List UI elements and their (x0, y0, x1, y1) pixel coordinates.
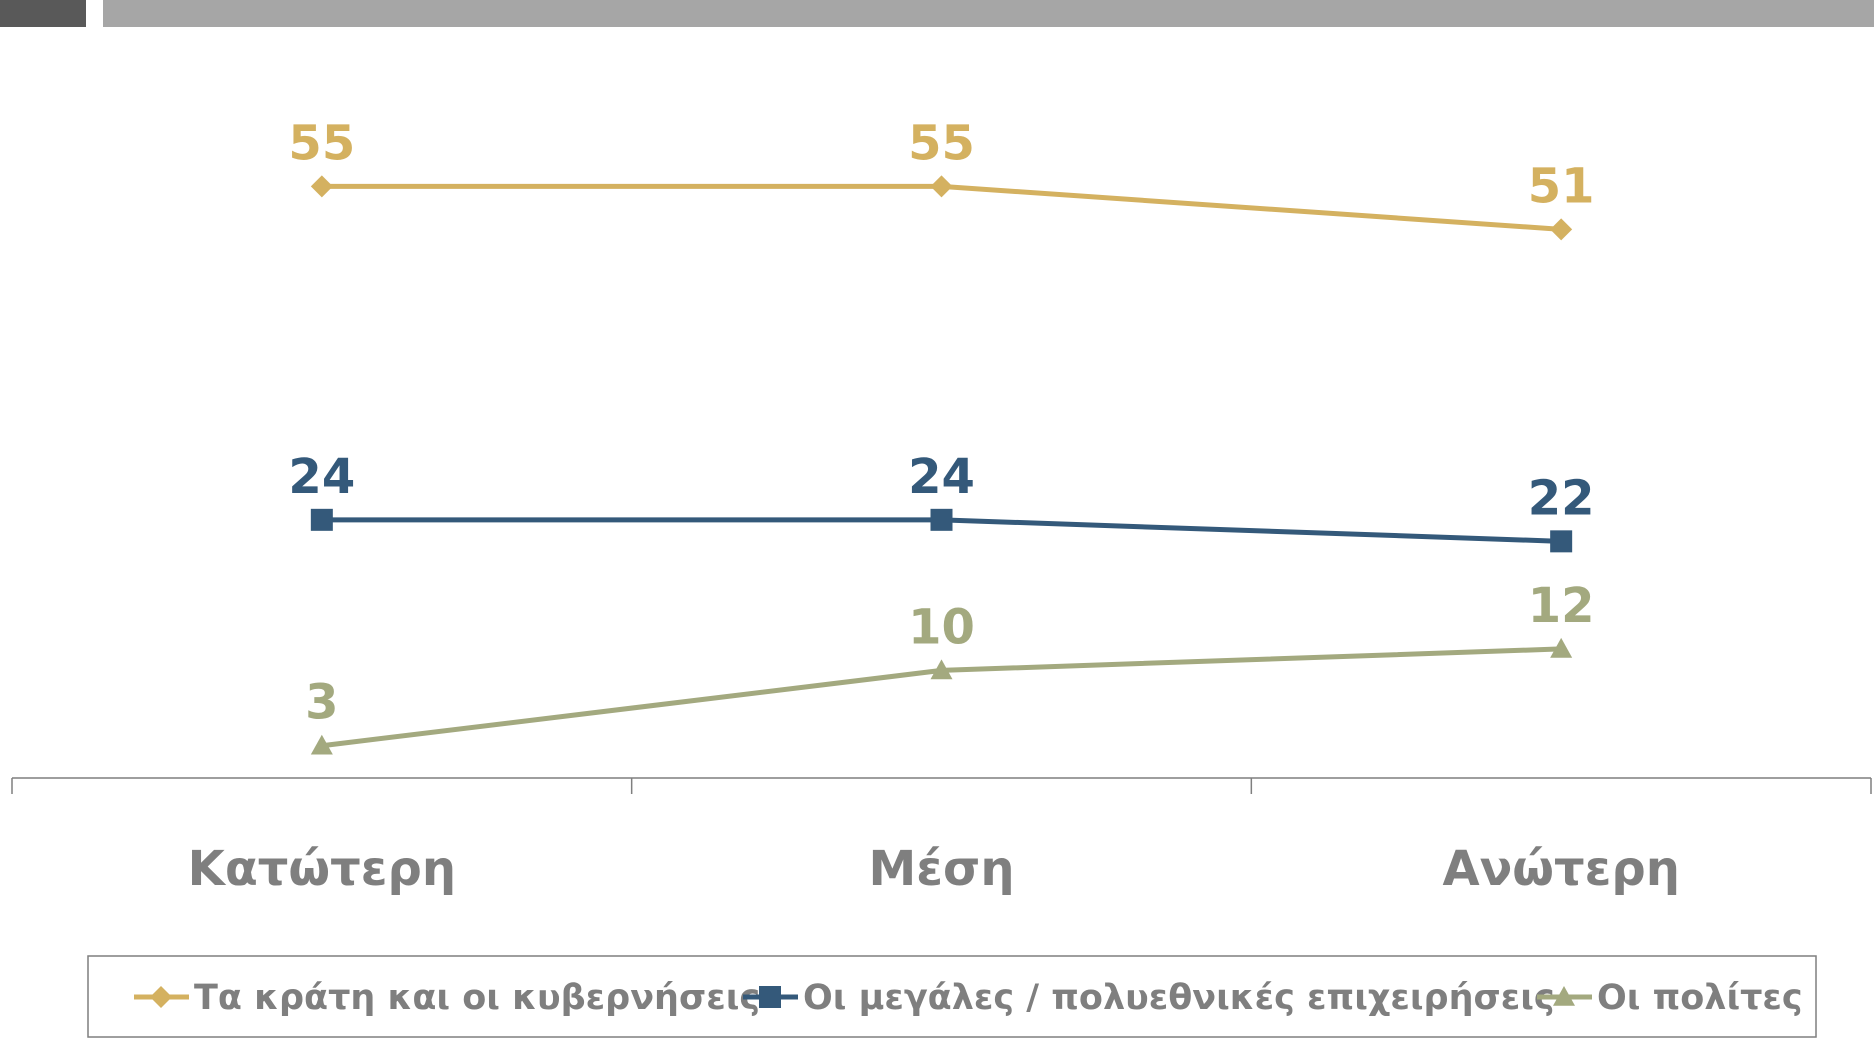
data-label: 55 (288, 115, 355, 171)
x-tick-label: Κατώτερη (188, 841, 456, 897)
legend-marker (150, 986, 172, 1008)
legend-label: Οι πολίτες (1597, 978, 1803, 1018)
point-marker (310, 175, 333, 198)
header-bar-light (103, 0, 1874, 27)
data-label: 12 (1528, 578, 1595, 634)
point-marker (1550, 637, 1573, 658)
data-label: 51 (1528, 158, 1595, 214)
data-label: 22 (1528, 470, 1595, 526)
x-tick-label: Ανώτερη (1442, 841, 1679, 897)
point-marker (1550, 218, 1573, 241)
legend-box (87, 955, 1817, 1038)
legend-label: Τα κράτη και οι κυβερνήσεις (194, 978, 760, 1018)
data-label: 3 (305, 675, 338, 731)
point-marker (930, 175, 953, 198)
point-marker (310, 734, 333, 755)
legend-marker (1553, 986, 1575, 1006)
legend-label: Οι μεγάλες / πολυεθνικές επιχειρήσεις (803, 978, 1555, 1018)
data-label: 55 (908, 115, 975, 171)
data-label: 24 (908, 449, 975, 505)
point-marker (930, 659, 953, 680)
point-marker (1550, 530, 1573, 553)
data-label: 24 (288, 449, 355, 505)
data-label: 10 (908, 599, 975, 655)
point-marker (930, 508, 953, 531)
x-tick-label: Μέση (868, 841, 1014, 897)
header-bar-dark (0, 0, 86, 27)
point-marker (310, 508, 333, 531)
legend-marker (759, 986, 781, 1008)
